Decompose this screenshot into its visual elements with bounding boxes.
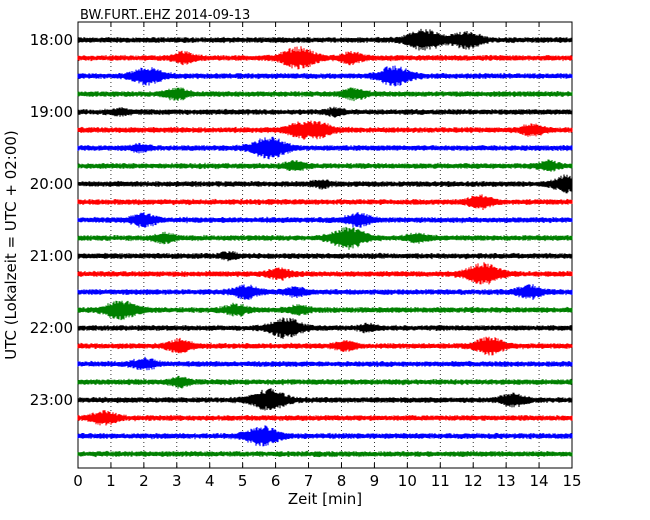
seismic-trace [77,120,573,140]
seismic-trace [77,262,573,285]
seismic-trace [77,28,573,51]
seismic-trace [77,388,573,411]
x-tick-label: 15 [562,472,581,490]
y-tick-label: 23:00 [30,391,73,409]
seismic-trace [77,317,573,339]
y-tick-label: 18:00 [30,31,73,49]
seismic-trace [77,65,573,87]
seismic-trace [77,336,573,356]
x-tick-label: 2 [139,472,149,490]
x-tick-label: 13 [497,472,516,490]
x-tick-label: 7 [304,472,314,490]
seismic-trace [77,46,573,70]
x-tick-label: 14 [530,472,549,490]
x-tick-label: 0 [73,472,83,490]
x-tick-label: 4 [205,472,215,490]
x-tick-label: 5 [238,472,248,490]
y-tick-label: 20:00 [30,175,73,193]
seismic-trace [77,194,573,210]
plot-frame [77,21,573,469]
y-axis-label: UTC (Lokalzeit = UTC + 02:00) [2,130,20,360]
x-tick-label: 12 [464,472,483,490]
seismic-trace [77,226,573,250]
seismic-trace [77,450,573,458]
chart-title: BW.FURT..EHZ 2014-09-13 [80,8,250,23]
seismic-trace [77,284,573,300]
x-tick-label: 11 [431,472,450,490]
seismic-trace [77,300,573,321]
x-tick-label: 8 [337,472,347,490]
seismic-trace [77,136,573,160]
x-tick-label: 9 [370,472,380,490]
seismic-trace [77,410,573,426]
x-tick-label: 6 [271,472,281,490]
seismic-trace [77,87,573,102]
x-axis-label: Zeit [min] [288,490,362,508]
traces-layer [77,28,573,458]
x-tick-label: 10 [398,472,417,490]
seismic-trace [77,212,573,228]
seismic-trace [77,425,573,447]
seismic-trace [77,375,573,389]
x-tick-label: 1 [106,472,116,490]
seismic-trace [77,159,573,172]
seismic-trace [77,174,573,194]
y-tick-label: 22:00 [30,319,73,337]
seismic-trace [77,106,573,118]
y-tick-label: 19:00 [30,103,73,121]
seismic-trace [77,356,573,371]
ticks-layer: 0 1 2 3 4 5 6 7 8 9 10 11 12 13 14 1518:0019:0020:0021:… [30,22,582,490]
x-tick-label: 3 [172,472,182,490]
seismic-trace [77,251,573,262]
y-tick-label: 21:00 [30,247,73,265]
